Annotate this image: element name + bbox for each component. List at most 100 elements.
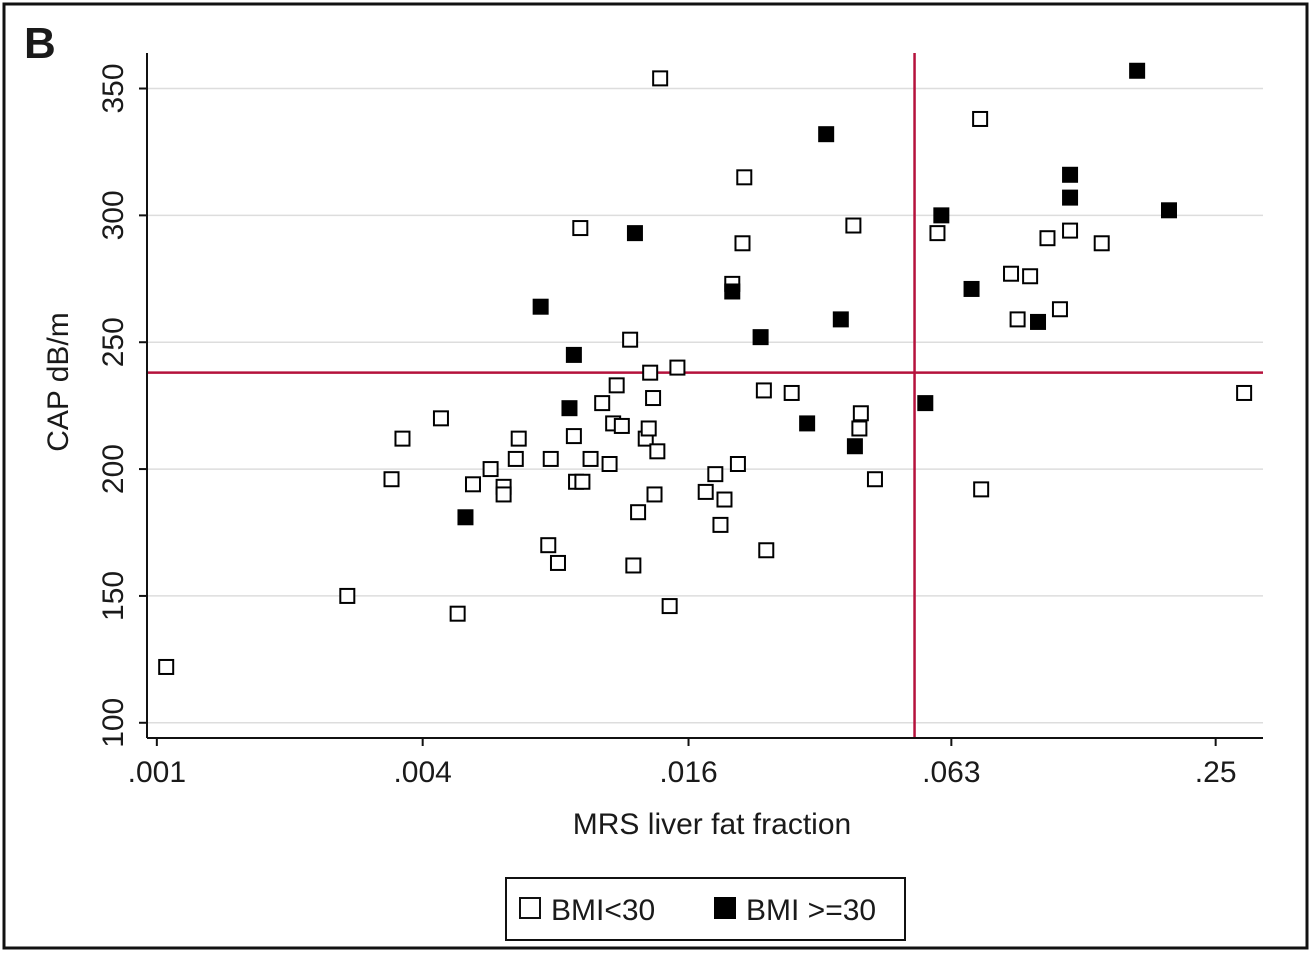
- point-bmi-under-30: [482, 461, 499, 478]
- point-bmi-under-30: [669, 359, 686, 376]
- point-bmi-under-30: [852, 405, 869, 422]
- point-bmi-30-plus: [917, 395, 934, 412]
- y-tick-label: 150: [97, 571, 130, 621]
- point-bmi-30-plus: [1030, 313, 1047, 330]
- legend-marker-filled-square: [714, 897, 736, 919]
- x-tick-label: .063: [922, 756, 980, 789]
- point-bmi-under-30: [158, 658, 175, 675]
- point-bmi-30-plus: [846, 438, 863, 455]
- point-bmi-under-30: [432, 410, 449, 427]
- point-bmi-under-30: [1236, 384, 1253, 401]
- point-bmi-under-30: [574, 473, 591, 490]
- point-bmi-under-30: [729, 456, 746, 472]
- reference-lines: [147, 53, 1263, 738]
- point-bmi-30-plus: [561, 400, 578, 417]
- legend-label-bmi-under-30: BMI<30: [551, 894, 655, 927]
- point-bmi-under-30: [929, 225, 946, 242]
- point-bmi-30-plus: [933, 207, 950, 224]
- point-bmi-30-plus: [799, 415, 816, 432]
- point-bmi-30-plus: [1129, 62, 1146, 79]
- grid-layer: [147, 87, 1263, 724]
- x-tick-label: .001: [128, 756, 186, 789]
- point-bmi-under-30: [449, 605, 466, 622]
- point-bmi-under-30: [572, 220, 589, 237]
- point-bmi-under-30: [608, 377, 625, 394]
- point-bmi-under-30: [845, 217, 862, 234]
- y-tick-label: 250: [97, 317, 130, 367]
- point-bmi-under-30: [642, 364, 659, 381]
- x-tick-label: .016: [659, 756, 717, 789]
- point-bmi-under-30: [540, 537, 557, 554]
- point-bmi-under-30: [972, 110, 989, 127]
- point-bmi-30-plus: [1062, 189, 1079, 206]
- point-bmi-30-plus: [752, 329, 769, 346]
- x-tick-label: .25: [1195, 756, 1237, 789]
- point-bmi-under-30: [630, 504, 647, 521]
- point-bmi-under-30: [661, 598, 678, 615]
- point-bmi-under-30: [582, 450, 599, 467]
- point-bmi-30-plus: [457, 509, 474, 526]
- point-bmi-under-30: [755, 382, 772, 399]
- point-bmi-under-30: [712, 516, 729, 533]
- point-bmi-30-plus: [963, 280, 980, 297]
- point-bmi-under-30: [640, 420, 657, 437]
- legend-box: [505, 877, 906, 941]
- point-bmi-under-30: [734, 235, 751, 252]
- point-bmi-under-30: [594, 395, 611, 412]
- point-bmi-under-30: [866, 471, 883, 488]
- point-bmi-under-30: [464, 476, 481, 493]
- point-bmi-30-plus: [832, 311, 849, 328]
- point-bmi-30-plus: [1062, 166, 1079, 183]
- point-bmi-under-30: [495, 486, 512, 503]
- point-bmi-under-30: [758, 542, 775, 559]
- point-bmi-under-30: [510, 430, 527, 447]
- point-bmi-under-30: [649, 443, 666, 460]
- point-bmi-under-30: [646, 486, 663, 503]
- y-tick-label: 100: [97, 698, 130, 748]
- legend-label-bmi-30-plus: BMI >=30: [746, 894, 876, 927]
- point-bmi-30-plus: [724, 283, 741, 300]
- point-bmi-30-plus: [532, 298, 549, 315]
- point-bmi-under-30: [1039, 230, 1056, 247]
- y-tick-label: 200: [97, 444, 130, 494]
- point-bmi-under-30: [645, 390, 662, 407]
- legend-marker-open-square: [519, 897, 541, 919]
- point-bmi-under-30: [339, 587, 356, 604]
- point-bmi-under-30: [1009, 311, 1026, 328]
- point-bmi-under-30: [383, 471, 400, 488]
- point-bmi-under-30: [736, 169, 753, 186]
- x-tick-label: .004: [393, 756, 451, 789]
- point-bmi-30-plus: [1160, 202, 1177, 219]
- point-bmi-under-30: [697, 483, 714, 500]
- point-bmi-under-30: [1051, 301, 1068, 318]
- point-bmi-under-30: [542, 450, 559, 467]
- point-bmi-under-30: [707, 466, 724, 483]
- panel-label: B: [24, 19, 56, 68]
- point-bmi-under-30: [507, 450, 524, 467]
- point-bmi-under-30: [1022, 268, 1039, 285]
- point-bmi-under-30: [601, 456, 618, 472]
- point-bmi-30-plus: [818, 126, 835, 143]
- point-bmi-under-30: [1062, 222, 1079, 239]
- point-bmi-under-30: [625, 557, 642, 574]
- x-axis-title: MRS liver fat fraction: [573, 808, 851, 841]
- y-tick-label: 300: [97, 190, 130, 240]
- point-bmi-under-30: [565, 428, 582, 445]
- point-bmi-under-30: [851, 420, 868, 437]
- axes: 100 150 200 250 300 350 .001 .004 .016 .063 .25: [97, 53, 1263, 789]
- point-bmi-under-30: [622, 331, 639, 348]
- y-tick-label: 350: [97, 63, 130, 113]
- point-bmi-30-plus: [626, 225, 643, 242]
- point-bmi-under-30: [783, 384, 800, 401]
- point-bmi-under-30: [716, 491, 733, 508]
- legend: BMI<30 BMI >=30: [505, 877, 906, 941]
- data-points: [158, 62, 1253, 675]
- point-bmi-under-30: [1093, 235, 1110, 252]
- point-bmi-under-30: [973, 481, 990, 498]
- point-bmi-under-30: [394, 430, 411, 447]
- y-axis-title: CAP dB/m: [42, 312, 75, 452]
- point-bmi-under-30: [549, 554, 566, 571]
- point-bmi-30-plus: [565, 346, 582, 363]
